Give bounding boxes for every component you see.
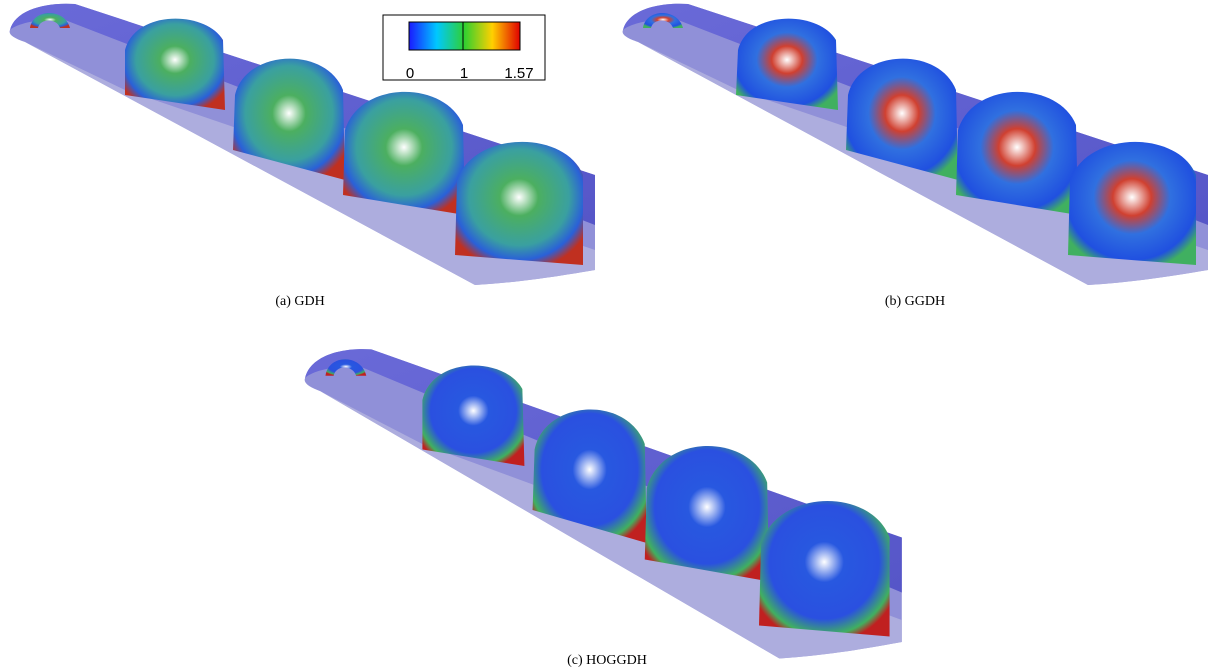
colorbar-label: 1.57 [504, 65, 533, 82]
colorbar-label: 1 [460, 65, 468, 82]
page: {"figure": { "colorbar": {"ticks": [0, 1… [0, 0, 1215, 671]
subfigure-c [305, 349, 902, 658]
colorbar-bar [409, 22, 520, 50]
colorbar-label: 0 [406, 65, 414, 82]
colorbar: 0 1 1.57 [383, 15, 545, 82]
caption: (a) GDH [275, 294, 324, 309]
caption: (c) HOGGDH [567, 653, 647, 668]
subfigure-b [623, 4, 1208, 285]
caption: (b) GGDH [885, 294, 945, 309]
figure: 0 1 1.57 (a) GDH (b) GGDH (c) HOGGDH [0, 0, 1215, 671]
